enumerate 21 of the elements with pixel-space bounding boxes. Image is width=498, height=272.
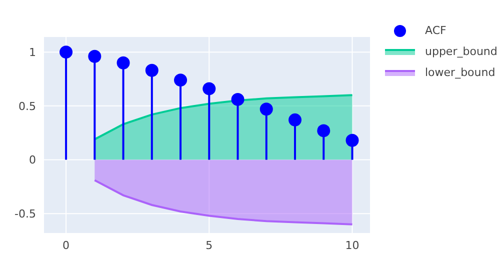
x-tick-label: 10 — [345, 238, 360, 252]
y-tick-label: -0.5 — [14, 208, 36, 221]
legend-label: lower_bound — [425, 66, 496, 79]
point — [60, 46, 73, 59]
x-tick-label: 0 — [62, 238, 70, 252]
point — [288, 113, 302, 126]
point — [174, 74, 188, 87]
point — [88, 50, 102, 63]
point — [317, 124, 330, 138]
x-tick-label: 5 — [206, 238, 213, 252]
y-tick-label: 0 — [29, 154, 36, 167]
point — [202, 82, 216, 96]
point — [231, 92, 244, 106]
y-tick-label: 0.5 — [18, 100, 36, 113]
legend-label: ACF — [425, 24, 446, 37]
point — [145, 64, 158, 77]
point — [260, 102, 273, 116]
legend-label: upper_bound — [425, 45, 498, 58]
y-tick-label: 1 — [29, 46, 36, 59]
point — [116, 56, 130, 70]
point — [346, 134, 359, 147]
